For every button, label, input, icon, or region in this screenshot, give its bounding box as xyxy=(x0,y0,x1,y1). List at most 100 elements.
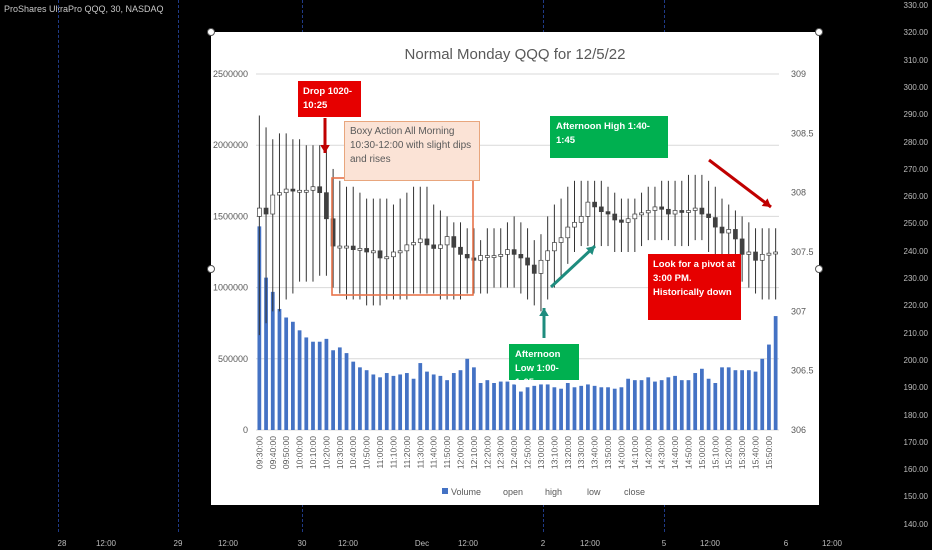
x-tick-label: 13:20:00 xyxy=(563,436,573,469)
volume-bar xyxy=(619,387,624,430)
volume-bar xyxy=(559,388,563,430)
volume-bar xyxy=(532,385,537,430)
volume-bar xyxy=(767,344,771,430)
candle-body xyxy=(263,207,269,215)
candle-body xyxy=(545,250,551,261)
candle-body xyxy=(659,206,665,210)
y-left-tick-label: 500000 xyxy=(218,354,248,364)
volume-bar xyxy=(706,378,711,430)
volume-bar xyxy=(378,377,382,430)
resize-handle-right[interactable] xyxy=(815,265,823,273)
time-axis-label: 12:00 xyxy=(699,539,721,548)
price-axis-label: 280.00 xyxy=(903,137,928,147)
x-tick-label: 13:10:00 xyxy=(549,436,559,469)
x-tick-label: 14:20:00 xyxy=(643,436,653,469)
y-left-tick-label: 2000000 xyxy=(213,140,248,150)
volume-bar xyxy=(451,373,456,430)
candle-body xyxy=(552,242,557,252)
chart-svg: Normal Monday QQQ for 12/5/22 0 500000 1000… xyxy=(213,46,814,497)
candle-body xyxy=(531,264,537,274)
candle-body xyxy=(277,192,282,196)
resize-handle-top-left[interactable] xyxy=(207,28,215,36)
x-tick-label: 13:50:00 xyxy=(603,436,613,469)
candle-body xyxy=(733,229,738,240)
tv-time-axis[interactable]: 28 12:00 29 12:00 30 12:00 Dec 12:00 2 12:00 5 12:0… xyxy=(0,534,900,550)
candle-body xyxy=(257,207,262,217)
candle-body xyxy=(431,244,437,249)
volume-bar xyxy=(586,384,590,430)
volume-bar xyxy=(679,380,684,430)
candle-body xyxy=(270,194,276,215)
x-tick-label: 09:30:00 xyxy=(254,436,264,469)
drop-arrow-head xyxy=(320,145,330,153)
time-axis-label: 2 xyxy=(540,539,546,548)
volume-bar xyxy=(465,358,470,430)
time-axis-label: 12:00 xyxy=(579,539,601,548)
volume-bar xyxy=(311,341,315,430)
volume-bar xyxy=(411,378,416,430)
candle-body xyxy=(679,210,685,213)
volume-bar xyxy=(418,363,423,430)
time-axis-label: Dec xyxy=(414,539,430,548)
tv-price-axis[interactable]: 330.00 320.00 310.00 300.00 290.00 280.00 270.… xyxy=(892,0,932,550)
x-tick-label: 10:10:00 xyxy=(308,436,318,469)
price-axis-label: 240.00 xyxy=(903,246,928,256)
callout-boxy-action: Boxy Action All Morning 10:30-12:00 with… xyxy=(344,121,480,181)
volume-bar xyxy=(364,370,369,430)
candle-body xyxy=(753,251,758,261)
x-tick-label: 10:00:00 xyxy=(295,436,305,469)
volume-bar xyxy=(606,387,610,430)
candle-body xyxy=(411,242,416,246)
candle-body xyxy=(605,211,611,215)
candle-body xyxy=(766,252,772,256)
candle-body xyxy=(391,251,396,258)
volume-bar xyxy=(505,381,510,430)
price-axis-label: 170.00 xyxy=(903,437,928,447)
resize-handle-top-right[interactable] xyxy=(815,28,823,36)
volume-bar xyxy=(304,337,309,430)
price-axis-label: 290.00 xyxy=(903,110,928,120)
x-tick-label: 15:50:00 xyxy=(764,436,774,469)
pivot-down-arrow-shaft xyxy=(708,158,772,209)
price-axis-label: 160.00 xyxy=(903,465,928,475)
candle-body xyxy=(317,186,323,194)
pivot-down-arrow-head xyxy=(761,198,771,207)
volume-bar xyxy=(425,371,429,430)
volume-bar xyxy=(552,387,557,430)
candle-body xyxy=(303,189,309,193)
candle-body xyxy=(652,206,658,211)
candle-body xyxy=(404,244,410,252)
volume-bar xyxy=(720,367,724,430)
x-tick-label: 10:30:00 xyxy=(335,436,345,469)
candle-body xyxy=(458,246,463,255)
candle-body xyxy=(357,248,363,251)
candle-body xyxy=(746,251,752,255)
volume-bar xyxy=(632,380,637,430)
candle-body xyxy=(417,238,423,243)
candle-body xyxy=(773,251,778,255)
x-tick-label: 11:00:00 xyxy=(375,436,385,469)
resize-handle-left[interactable] xyxy=(207,265,215,273)
volume-bar xyxy=(498,381,503,430)
volume-bar xyxy=(492,383,496,430)
x-tick-label: 10:40:00 xyxy=(348,436,358,469)
x-tick-label: 10:20:00 xyxy=(321,436,331,469)
volume-bar xyxy=(746,370,751,430)
y-right-tick-label: 308.5 xyxy=(791,128,814,138)
volume-bar xyxy=(740,370,744,430)
chart-title: Normal Monday QQQ for 12/5/22 xyxy=(405,46,626,63)
x-tick-label: 12:30:00 xyxy=(496,436,506,469)
volume-bar xyxy=(270,291,275,430)
embedded-chart-image[interactable]: Normal Monday QQQ for 12/5/22 0 500000 1000… xyxy=(207,28,823,505)
candle-body xyxy=(719,226,725,234)
candle-body xyxy=(699,207,705,215)
volume-bar xyxy=(431,374,436,430)
y-left-tick-label: 1000000 xyxy=(213,283,248,293)
time-axis-label: 6 xyxy=(783,539,789,548)
candle-body xyxy=(370,250,376,254)
x-tick-label: 15:10:00 xyxy=(710,436,720,469)
volume-bar xyxy=(659,380,664,430)
x-tick-label: 14:30:00 xyxy=(657,436,667,469)
x-tick-label: 12:10:00 xyxy=(469,436,479,469)
x-tick-label: 11:30:00 xyxy=(415,436,425,469)
